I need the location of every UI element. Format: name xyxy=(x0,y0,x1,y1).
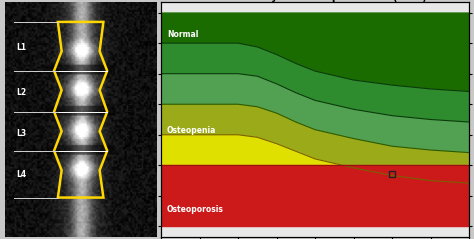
Text: Osteoporosis: Osteoporosis xyxy=(167,205,224,214)
Text: L4: L4 xyxy=(16,170,26,179)
Y-axis label: BMD (g/cm²): BMD (g/cm²) xyxy=(127,98,134,141)
Text: L2: L2 xyxy=(16,88,26,97)
Text: L1: L1 xyxy=(16,43,26,52)
Text: L3: L3 xyxy=(16,129,26,138)
Text: Osteopenia: Osteopenia xyxy=(167,126,216,136)
Text: Normal: Normal xyxy=(167,30,198,39)
Title: Densitometry Ref: AP Spine L1-L4 (BMD): Densitometry Ref: AP Spine L1-L4 (BMD) xyxy=(203,0,427,2)
